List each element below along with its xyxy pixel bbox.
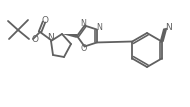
Polygon shape — [62, 34, 77, 38]
Text: N: N — [96, 23, 102, 32]
Text: O: O — [31, 34, 38, 44]
Text: N: N — [48, 33, 54, 42]
Text: N: N — [80, 19, 86, 27]
Text: N: N — [165, 23, 171, 32]
Text: O: O — [80, 45, 87, 54]
Text: O: O — [41, 16, 48, 25]
